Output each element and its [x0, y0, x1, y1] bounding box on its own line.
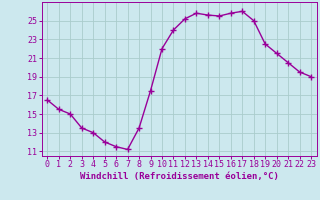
X-axis label: Windchill (Refroidissement éolien,°C): Windchill (Refroidissement éolien,°C)	[80, 172, 279, 181]
